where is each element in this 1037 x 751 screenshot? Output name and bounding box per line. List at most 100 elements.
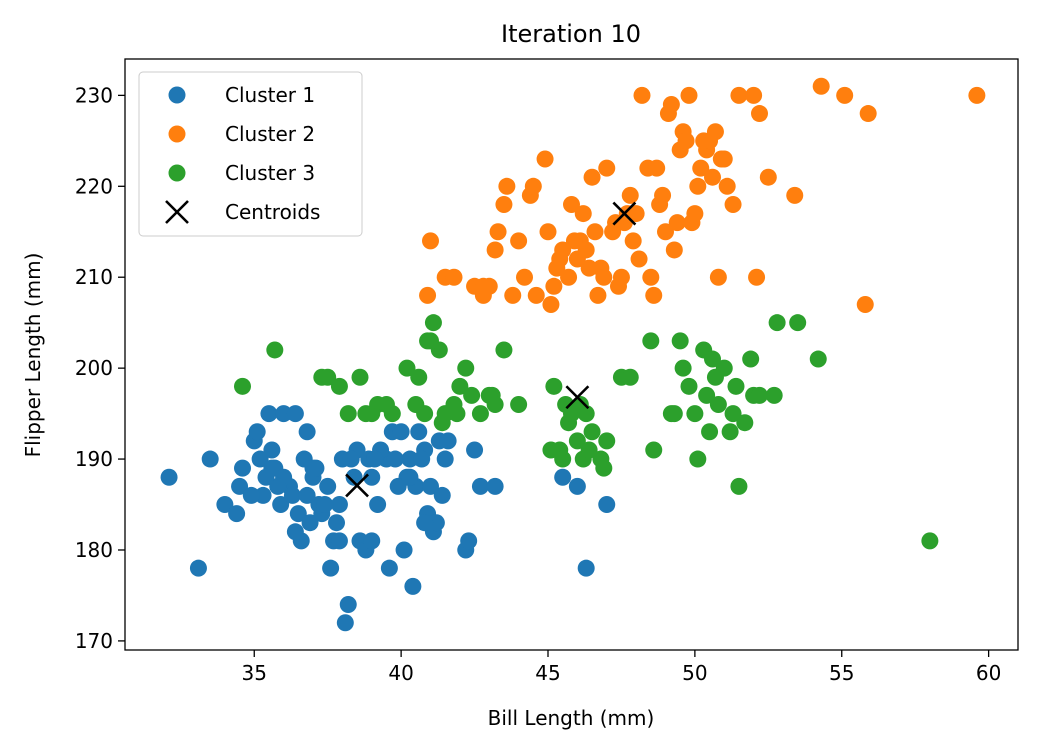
- cluster-3-point: [580, 441, 598, 459]
- cluster-2-point: [751, 105, 768, 123]
- centroid-marker: [612, 201, 637, 226]
- cluster-1-point: [301, 514, 319, 532]
- cluster-1-point: [328, 514, 345, 532]
- cluster-1-point: [254, 486, 272, 504]
- y-tick-label: 230: [75, 83, 113, 107]
- cluster-2-point: [686, 205, 704, 223]
- cluster-3-point: [598, 432, 616, 450]
- cluster-3-point: [583, 423, 601, 441]
- cluster-2-point: [489, 223, 507, 241]
- cluster-3-point: [809, 350, 827, 368]
- cluster-2-point: [618, 205, 636, 223]
- cluster-1-point: [234, 459, 251, 477]
- chart-title: Iteration 10: [501, 20, 641, 48]
- x-axis: 35 40 45 50 55 60: [242, 650, 1001, 685]
- x-tick-label: 40: [388, 661, 413, 685]
- cluster-3-point: [709, 396, 727, 414]
- cluster-3-point: [463, 386, 481, 404]
- cluster-1-point: [231, 477, 249, 495]
- cluster-2-point: [645, 286, 663, 304]
- cluster-3-point: [557, 396, 575, 414]
- cluster-3-point: [424, 314, 442, 332]
- cluster-2-point: [630, 250, 648, 268]
- cluster-1-point: [404, 577, 422, 595]
- cluster-2-point: [577, 241, 595, 259]
- legend-marker-cluster-1: [168, 86, 186, 104]
- cluster-1-point: [401, 468, 419, 486]
- cluster-3-point: [689, 450, 707, 468]
- cluster-3-point: [410, 368, 428, 386]
- cluster-1-point: [366, 450, 384, 468]
- cluster-1-point: [413, 450, 431, 468]
- cluster-3-point: [724, 405, 742, 423]
- cluster-3-point: [674, 359, 692, 377]
- cluster-3-point: [510, 396, 528, 414]
- cluster-2-point: [786, 186, 804, 204]
- cluster-1-point: [568, 477, 586, 495]
- y-tick-label: 180: [75, 538, 113, 562]
- cluster-2-point: [657, 223, 674, 241]
- cluster-2-point: [624, 232, 642, 250]
- cluster-3-point: [495, 341, 513, 359]
- cluster-1-point: [257, 468, 275, 486]
- cluster-2-point: [580, 259, 598, 277]
- cluster-1-point: [427, 514, 445, 532]
- cluster-3-point: [706, 368, 724, 386]
- cluster-3-point: [383, 405, 401, 423]
- y-tick-label: 200: [75, 356, 113, 380]
- legend-label-cluster-1: Cluster 1: [225, 83, 315, 107]
- cluster-2-point: [551, 250, 569, 268]
- cluster-1-point: [316, 496, 334, 514]
- cluster-2-point: [668, 214, 686, 232]
- legend-entry-cluster-3: Cluster 3: [168, 161, 315, 185]
- y-tick-label: 210: [75, 265, 113, 289]
- cluster-2-point: [586, 223, 604, 241]
- cluster-2-point: [706, 123, 724, 141]
- cluster-2-point: [536, 150, 554, 168]
- cluster-1-point: [486, 477, 504, 495]
- cluster-2-point: [445, 268, 463, 286]
- x-tick-label: 50: [682, 661, 707, 685]
- cluster-2-point: [539, 223, 557, 241]
- cluster-1-point: [242, 486, 260, 504]
- cluster-3-point: [542, 441, 560, 459]
- cluster-1-point: [330, 496, 348, 514]
- cluster-2-point: [654, 186, 672, 204]
- cluster-2-point: [422, 232, 439, 250]
- cluster-1-point: [363, 468, 381, 486]
- cluster-1-point: [554, 468, 572, 486]
- cluster-1-point: [577, 559, 595, 577]
- cluster-1-point: [289, 505, 307, 523]
- cluster-2-point: [486, 241, 504, 259]
- cluster-3-point: [698, 386, 716, 404]
- cluster-3-point: [721, 423, 739, 441]
- cluster-1-point: [416, 514, 434, 532]
- cluster-2-point: [474, 277, 492, 295]
- cluster-2-point: [715, 150, 733, 168]
- cluster-2-point: [565, 232, 583, 250]
- cluster-2-point: [563, 195, 580, 213]
- cluster-1-point: [392, 423, 410, 441]
- cluster-3-point: [471, 405, 489, 423]
- cluster-2-point: [759, 168, 777, 186]
- cluster-1-point: [471, 477, 489, 495]
- cluster-1-point: [248, 423, 266, 441]
- cluster-2-point: [621, 186, 639, 204]
- legend-marker-centroids: [165, 200, 189, 224]
- cluster-3-point: [451, 377, 469, 395]
- cluster-2-point: [633, 86, 651, 104]
- cluster-1-point: [160, 468, 178, 486]
- cluster-2-point: [692, 159, 710, 177]
- cluster-2-point: [856, 295, 874, 313]
- cluster-3-point: [645, 441, 663, 459]
- cluster-3-point: [457, 359, 475, 377]
- cluster-2-point: [859, 105, 877, 123]
- cluster-3-point: [266, 341, 284, 359]
- cluster-3-point: [727, 377, 745, 395]
- cluster-3-point: [363, 405, 381, 423]
- cluster-1-point: [389, 477, 407, 495]
- cluster-2-point: [648, 159, 666, 177]
- x-axis-label: Bill Length (mm): [488, 706, 655, 730]
- cluster-2-point: [595, 268, 613, 286]
